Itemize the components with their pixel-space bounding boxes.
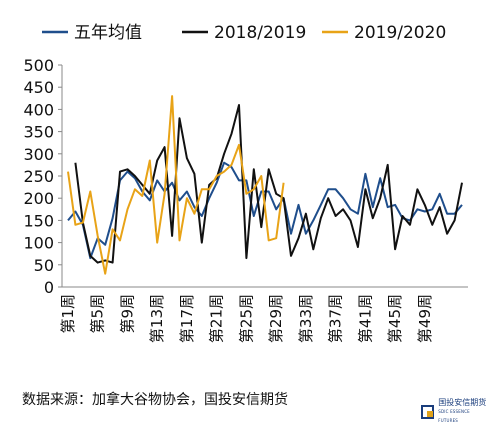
y-tick-label: 100	[23, 234, 54, 253]
chart-legend: 五年均值 2018/2019 2019/2020	[42, 23, 446, 43]
brand-logo: 国投安信期货 SDIC ESSENCE FUTURES	[421, 398, 487, 425]
x-tick-label: 第45周	[386, 294, 404, 343]
logo-icon	[421, 405, 434, 419]
x-tick-label: 第25周	[237, 294, 255, 343]
x-tick-label: 第33周	[297, 294, 315, 343]
y-tick-label: 50	[34, 256, 54, 275]
y-axis: 0 50 100 150 200 250 300 350 400 450 500	[23, 56, 62, 297]
x-tick-label: 第41周	[356, 294, 374, 343]
y-tick-label: 450	[23, 78, 54, 97]
x-tick-label: 第5周	[89, 294, 107, 334]
x-tick-label: 第29周	[267, 294, 285, 343]
x-tick-label: 第13周	[148, 294, 166, 343]
y-tick-label: 200	[23, 189, 54, 208]
logo-name: 国投安信期货	[438, 398, 487, 407]
y-tick-label: 0	[44, 278, 54, 297]
x-tick-label: 第37周	[327, 294, 345, 343]
y-tick-label: 350	[23, 123, 54, 142]
x-tick-label: 第49周	[416, 294, 434, 343]
x-axis: 第1周 第5周 第9周 第13周 第17周 第21周 第25周 第29周 第33周 第37周 第41…	[59, 287, 468, 343]
y-tick-label: 250	[23, 167, 54, 186]
legend-label: 2019/2020	[354, 23, 446, 43]
x-tick-label: 第9周	[118, 294, 136, 334]
x-tick-label: 第17周	[178, 294, 196, 343]
y-tick-label: 300	[23, 145, 54, 164]
line-chart: 五年均值 2018/2019 2019/2020 0 50 100 150 200 250 30…	[0, 0, 487, 385]
data-source-note: 数据来源：加拿大谷物协会，国投安信期货	[22, 389, 288, 409]
logo-subtitle: SDIC ESSENCE FUTURES	[438, 407, 487, 425]
legend-label: 五年均值	[74, 23, 142, 43]
x-tick-label: 第1周	[59, 294, 77, 334]
y-tick-label: 400	[23, 100, 54, 119]
x-tick-label: 第21周	[208, 294, 226, 343]
series-line-2	[68, 96, 284, 274]
legend-label: 2018/2019	[214, 23, 306, 43]
y-tick-label: 500	[23, 56, 54, 75]
y-tick-label: 150	[23, 211, 54, 230]
series-lines	[68, 96, 462, 274]
